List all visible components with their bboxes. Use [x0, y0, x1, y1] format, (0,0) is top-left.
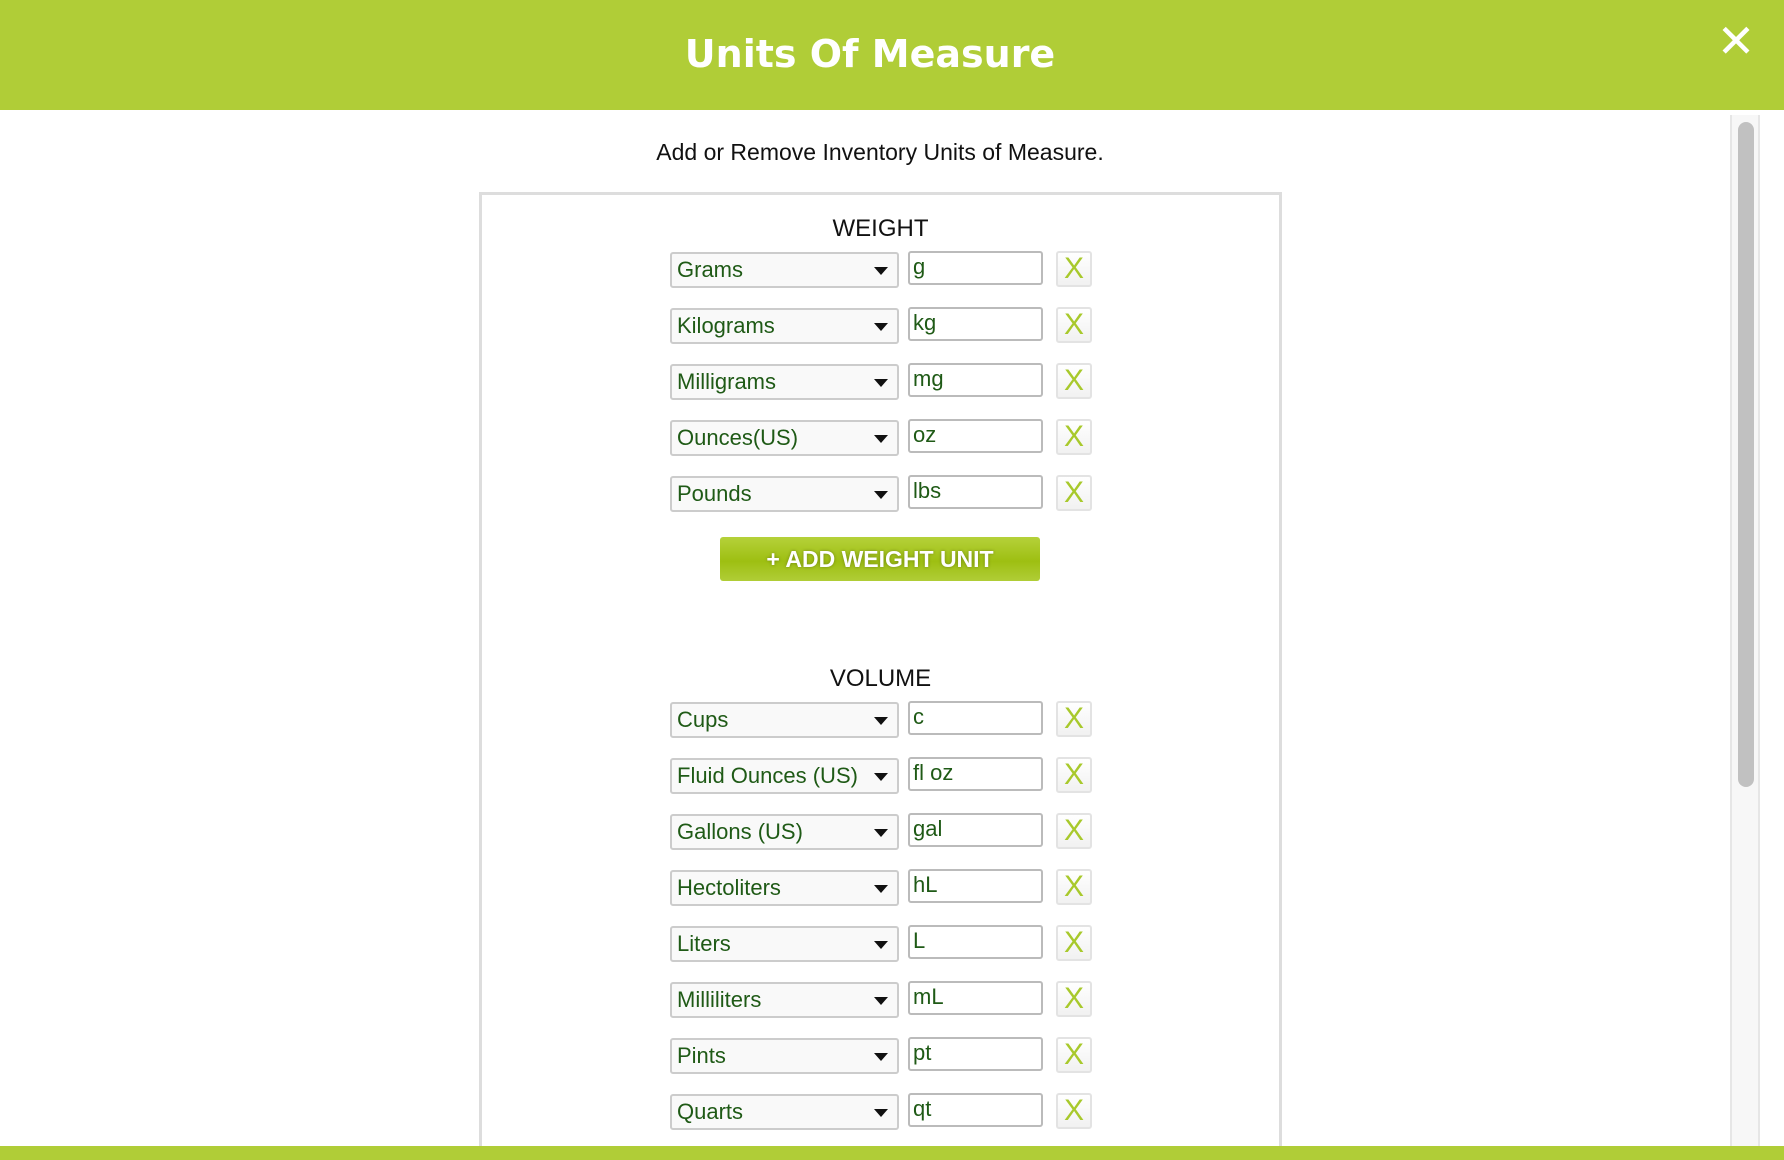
unit-row: Grams g X — [670, 251, 1100, 288]
abbreviation-input[interactable]: mg — [908, 363, 1043, 397]
unit-select-value: Grams — [677, 257, 743, 282]
unit-row: Quarts qt X — [670, 1093, 1100, 1130]
unit-select[interactable]: Kilograms — [670, 308, 899, 344]
unit-select-value: Quarts — [677, 1099, 744, 1124]
unit-select[interactable]: Cups — [670, 702, 899, 738]
unit-select[interactable]: Liters — [670, 926, 899, 962]
remove-unit-button[interactable]: X — [1056, 981, 1092, 1017]
unit-select-value: Fluid Ounces (US) — [677, 763, 858, 788]
modal-footer — [0, 1146, 1784, 1160]
abbreviation-input[interactable]: fl oz — [908, 757, 1043, 791]
dropdown-arrow-icon — [874, 379, 888, 387]
unit-row: Gallons (US) gal X — [670, 813, 1100, 850]
volume-section-title: VOLUME — [829, 665, 932, 692]
abbreviation-input[interactable]: qt — [908, 1093, 1043, 1127]
dropdown-arrow-icon — [874, 323, 888, 331]
dropdown-arrow-icon — [874, 717, 888, 725]
unit-select[interactable]: Gallons (US) — [670, 814, 899, 850]
remove-unit-button[interactable]: X — [1056, 925, 1092, 961]
unit-row: Hectoliters hL X — [670, 869, 1100, 906]
unit-select-value: Hectoliters — [677, 875, 781, 900]
abbreviation-input[interactable]: g — [908, 251, 1043, 285]
dropdown-arrow-icon — [874, 773, 888, 781]
unit-row: Pounds lbs X — [670, 475, 1100, 512]
remove-unit-button[interactable]: X — [1056, 251, 1092, 287]
abbreviation-input[interactable]: c — [908, 701, 1043, 735]
dropdown-arrow-icon — [874, 997, 888, 1005]
unit-select-value: Milligrams — [677, 369, 776, 394]
unit-select-value: Pints — [677, 1043, 726, 1068]
remove-unit-button[interactable]: X — [1056, 363, 1092, 399]
abbreviation-input[interactable]: kg — [908, 307, 1043, 341]
dropdown-arrow-icon — [874, 435, 888, 443]
subtitle: Add or Remove Inventory Units of Measure… — [656, 139, 1104, 165]
unit-select-value: Milliliters — [677, 987, 762, 1012]
close-icon[interactable]: ✕ — [1716, 14, 1756, 68]
remove-unit-button[interactable]: X — [1056, 419, 1092, 455]
dropdown-arrow-icon — [874, 1053, 888, 1061]
abbreviation-input[interactable]: gal — [908, 813, 1043, 847]
abbreviation-input[interactable]: mL — [908, 981, 1043, 1015]
unit-row: Pints pt X — [670, 1037, 1100, 1074]
unit-select[interactable]: Ounces(US) — [670, 420, 899, 456]
unit-select[interactable]: Milliliters — [670, 982, 899, 1018]
abbreviation-input[interactable]: lbs — [908, 475, 1043, 509]
dropdown-arrow-icon — [874, 941, 888, 949]
remove-unit-button[interactable]: X — [1056, 757, 1092, 793]
remove-unit-button[interactable]: X — [1056, 1037, 1092, 1073]
unit-select[interactable]: Fluid Ounces (US) — [670, 758, 899, 794]
remove-unit-button[interactable]: X — [1056, 475, 1092, 511]
unit-row: Liters L X — [670, 925, 1100, 962]
unit-select[interactable]: Milligrams — [670, 364, 899, 400]
unit-select-value: Kilograms — [677, 313, 775, 338]
weight-section-title: WEIGHT — [832, 215, 929, 242]
abbreviation-input[interactable]: pt — [908, 1037, 1043, 1071]
unit-select-value: Gallons (US) — [677, 819, 803, 844]
abbreviation-input[interactable]: L — [908, 925, 1043, 959]
remove-unit-button[interactable]: X — [1056, 1093, 1092, 1129]
remove-unit-button[interactable]: X — [1056, 307, 1092, 343]
dropdown-arrow-icon — [874, 267, 888, 275]
unit-select[interactable]: Quarts — [670, 1094, 899, 1130]
unit-row: Cups c X — [670, 701, 1100, 738]
unit-select-value: Cups — [677, 707, 729, 732]
unit-select-value: Pounds — [677, 481, 752, 506]
unit-select[interactable]: Grams — [670, 252, 899, 288]
unit-select[interactable]: Pints — [670, 1038, 899, 1074]
scrollbar-thumb[interactable] — [1738, 122, 1754, 787]
dropdown-arrow-icon — [874, 491, 888, 499]
remove-unit-button[interactable]: X — [1056, 701, 1092, 737]
unit-row: Milligrams mg X — [670, 363, 1100, 400]
unit-row: Ounces(US) oz X — [670, 419, 1100, 456]
dropdown-arrow-icon — [874, 1109, 888, 1117]
dropdown-arrow-icon — [874, 829, 888, 837]
remove-unit-button[interactable]: X — [1056, 813, 1092, 849]
unit-select-value: Liters — [677, 931, 731, 956]
add-weight-unit-button[interactable]: + ADD WEIGHT UNIT — [720, 537, 1040, 581]
units-panel: WEIGHT Grams g X Kilograms kg X Milligrams mg X O… — [479, 192, 1282, 1152]
unit-select-value: Ounces(US) — [677, 425, 799, 450]
unit-select[interactable]: Pounds — [670, 476, 899, 512]
modal-title: Units Of Measure — [684, 32, 1056, 76]
abbreviation-input[interactable]: hL — [908, 869, 1043, 903]
scrollbar[interactable] — [1730, 115, 1760, 1146]
unit-row: Fluid Ounces (US) fl oz X — [670, 757, 1100, 794]
unit-row: Kilograms kg X — [670, 307, 1100, 344]
abbreviation-input[interactable]: oz — [908, 419, 1043, 453]
remove-unit-button[interactable]: X — [1056, 869, 1092, 905]
dropdown-arrow-icon — [874, 885, 888, 893]
unit-row: Milliliters mL X — [670, 981, 1100, 1018]
unit-select[interactable]: Hectoliters — [670, 870, 899, 906]
modal-header: Units Of Measure ✕ — [0, 0, 1784, 110]
